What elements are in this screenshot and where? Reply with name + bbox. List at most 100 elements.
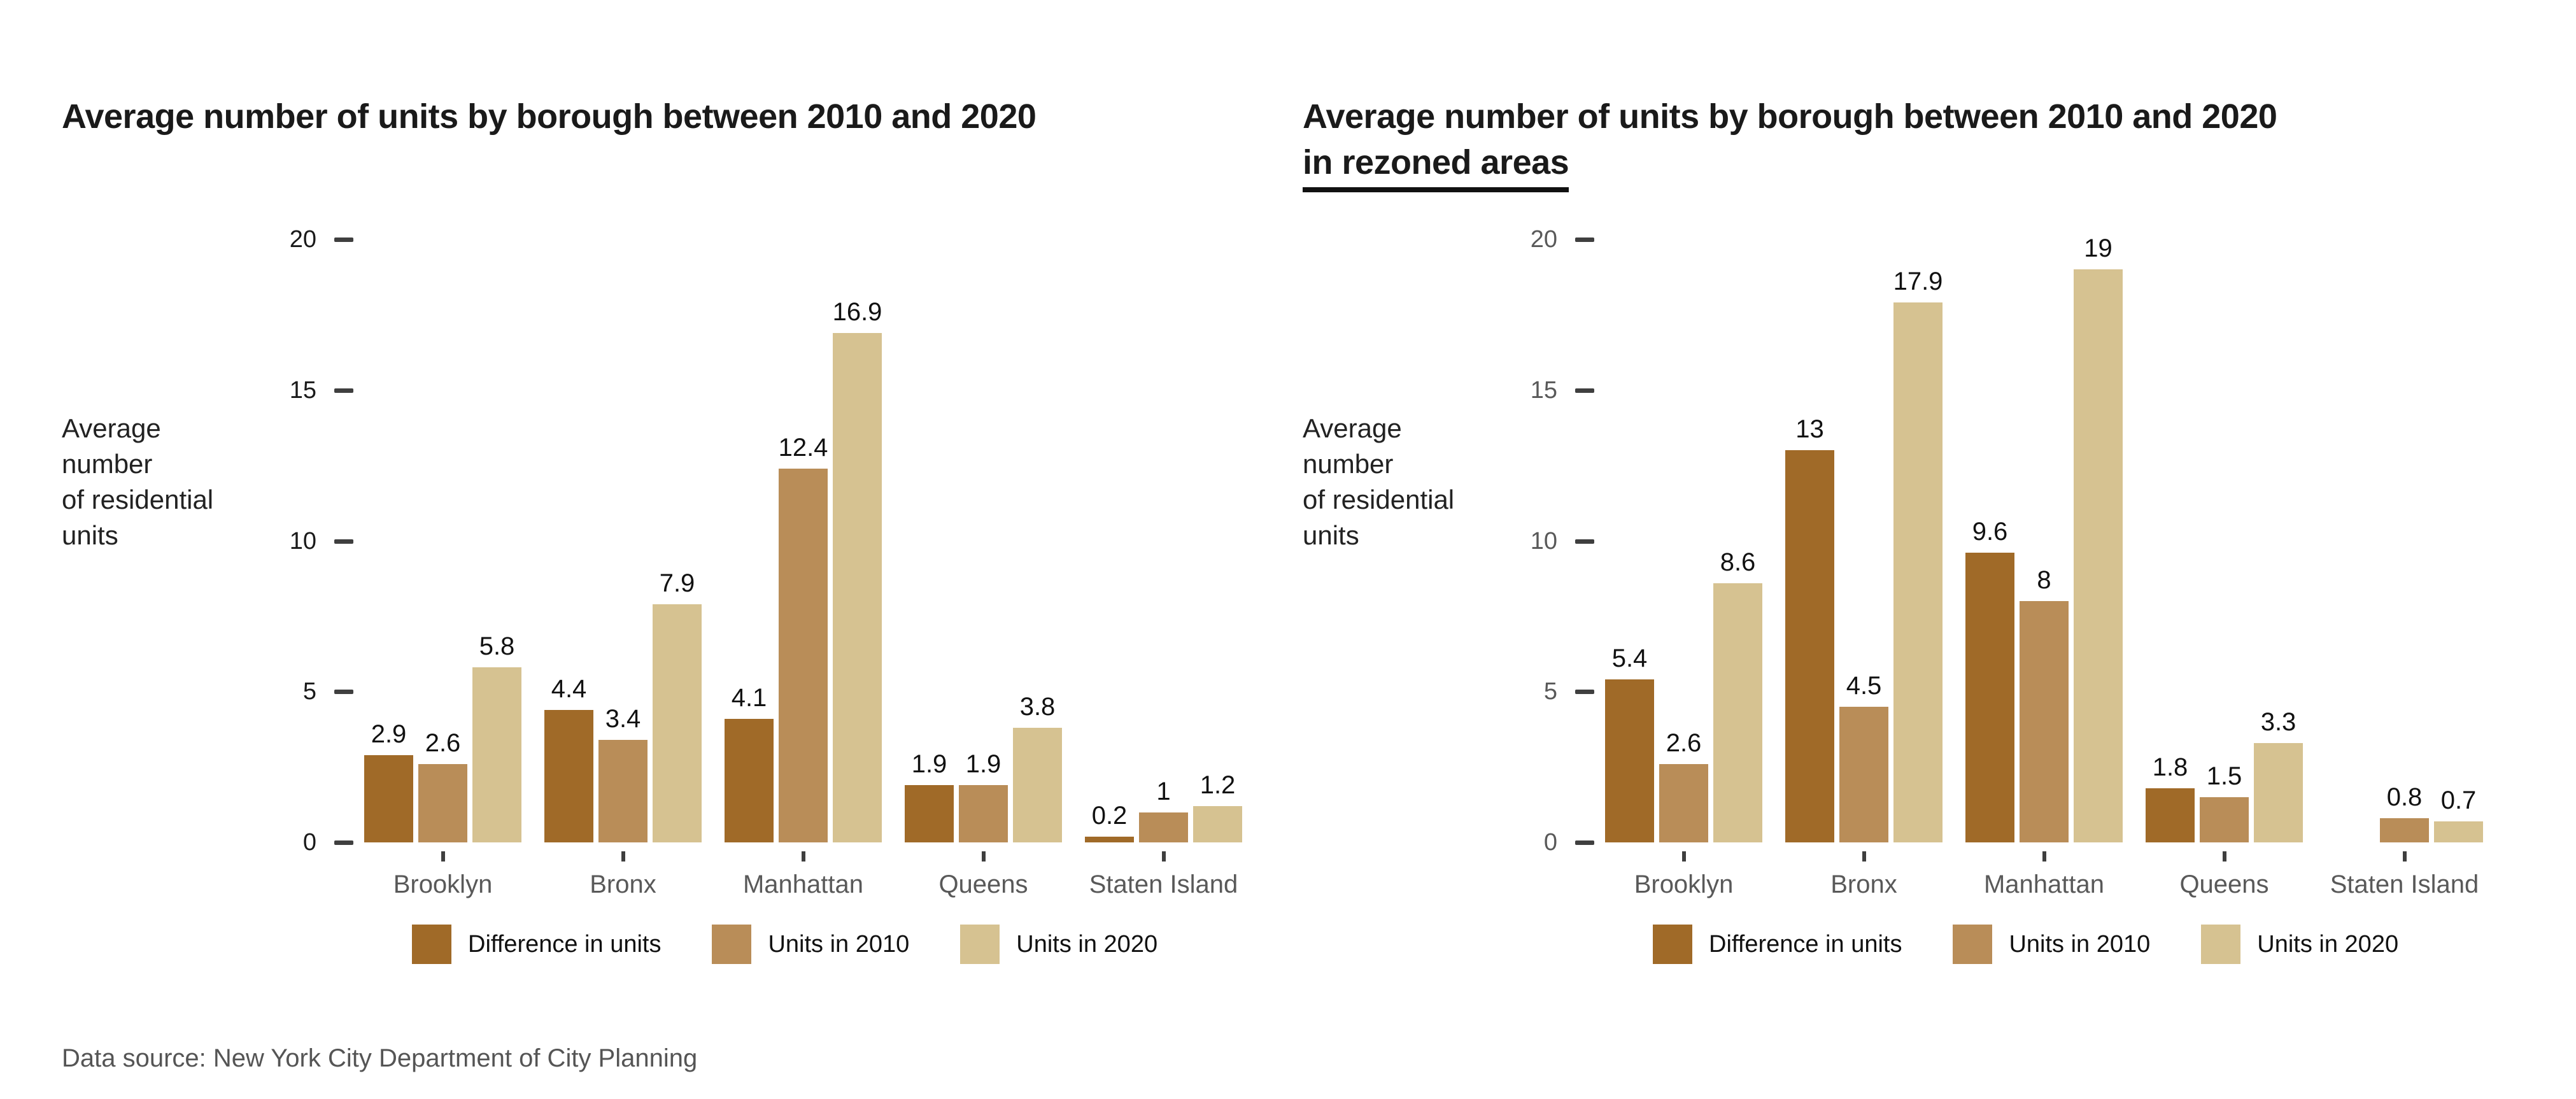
y-tick-mark: [334, 539, 353, 544]
bar-value-label: 3.3: [2260, 708, 2296, 736]
y-axis-label-line: Average: [62, 413, 161, 443]
legend-item-units-2010: Units in 2010: [1953, 925, 2150, 964]
bar: [418, 764, 467, 842]
bar: [2254, 743, 2303, 842]
bar-slot: 9.6: [1965, 239, 2014, 842]
bar-slot: 1.2: [1193, 239, 1242, 842]
chart-title: Average number of units by borough betwe…: [1303, 97, 2277, 136]
legend-swatch-difference: [412, 925, 451, 964]
category-label: Bronx: [1830, 870, 1897, 898]
bar-slot: 8.6: [1713, 239, 1762, 842]
bar-value-label: 3.8: [1019, 693, 1056, 721]
bars-area: 2.9 2.6 5.8 Brooklyn 4.4 3.4 7.9 Bronx 4.1 12.4 16…: [364, 239, 1242, 898]
y-axis-label: Average number of residential units: [62, 411, 253, 553]
category-group: 13 4.5 17.9 Bronx: [1785, 239, 1943, 898]
bar: [2434, 821, 2483, 842]
bar: [1659, 764, 1708, 842]
bar: [2020, 601, 2069, 842]
plot-area: 0 5 10 15 20 2.9 2.6 5.8 Brooklyn 4.4 3.4 7.9 Bronx 4…: [62, 226, 1271, 898]
legend-swatch-units-2020: [960, 925, 1000, 964]
bar: [1139, 812, 1188, 842]
bar-slot: 19: [2074, 234, 2123, 842]
legend-label: Difference in units: [468, 930, 662, 958]
bar: [959, 785, 1008, 842]
y-tick-mark: [334, 840, 353, 845]
bar-value-label: 5.8: [479, 632, 515, 660]
category-group: 1.8 1.5 3.3 Queens: [2146, 239, 2303, 898]
bar: [2380, 818, 2429, 842]
category-group: 1.9 1.9 3.8 Queens: [905, 239, 1062, 898]
y-axis-label-line: units: [1303, 520, 1359, 550]
category-label: Queens: [938, 870, 1028, 898]
category-group: 5.4 2.6 8.6 Brooklyn: [1605, 239, 1762, 898]
chart-title: Average number of units by borough betwe…: [62, 97, 1037, 136]
bar: [1605, 679, 1654, 842]
bar: [472, 667, 521, 842]
bar: [833, 333, 882, 842]
y-axis-label-line: number: [62, 449, 153, 479]
x-axis-tick: [2222, 851, 2226, 861]
category-group: 0.8 0.7 Staten Island: [2326, 239, 2483, 898]
bar-value-label: 13: [1795, 415, 1824, 443]
category-label: Queens: [2179, 870, 2269, 898]
bar-slot: 1.5: [2200, 239, 2249, 842]
bar-slot: 2.9: [364, 239, 413, 842]
category-group: 4.4 3.4 7.9 Bronx: [544, 239, 702, 898]
category-group: 2.9 2.6 5.8 Brooklyn: [364, 239, 521, 898]
bar-slot: 0.2: [1085, 239, 1134, 842]
y-tick-mark: [334, 238, 353, 242]
chart-right: Average number of units by borough betwe…: [1303, 97, 2512, 1071]
bar-slot: 0.8: [2380, 239, 2429, 842]
bar-slot: 16.9: [833, 239, 882, 842]
bar-slot: 7.9: [653, 239, 702, 842]
bars-area: 5.4 2.6 8.6 Brooklyn 13 4.5 17.9 Bronx 9.6 8 19 Man…: [1605, 234, 2483, 898]
y-tick-mark: [1575, 238, 1594, 242]
bar-value-label: 2.6: [1666, 729, 1702, 757]
bar: [905, 785, 954, 842]
bar-value-label: 12.4: [778, 434, 828, 462]
bar-value-label: 8.6: [1720, 548, 1756, 576]
bar-value-label: 3.4: [605, 705, 641, 733]
bar-slot: 13: [1785, 239, 1834, 842]
bar-value-label: 1.9: [965, 750, 1001, 778]
bar-value-label: 9.6: [1972, 518, 2008, 546]
bar-slot: 3.3: [2254, 239, 2303, 842]
bar: [1785, 450, 1834, 842]
category-label: Brooklyn: [393, 870, 493, 898]
category-label: Staten Island: [2330, 870, 2479, 898]
bar-value-label: 1.9: [911, 750, 947, 778]
y-tick-mark: [334, 388, 353, 393]
bar-value-label: 7.9: [659, 569, 695, 597]
bar-slot: 17.9: [1893, 239, 1943, 842]
category-label: Staten Island: [1089, 870, 1238, 898]
y-tick-label: 5: [1543, 678, 1557, 705]
x-axis-tick: [1862, 851, 1866, 861]
bar-value-label: 4.4: [551, 675, 587, 703]
y-tick-label: 5: [302, 678, 316, 705]
legend-label: Units in 2010: [2009, 930, 2151, 958]
chart-left: Average number of units by borough betwe…: [62, 97, 1271, 1071]
category-group: 4.1 12.4 16.9 Manhattan: [725, 239, 882, 898]
bar-slot: 4.1: [725, 239, 774, 842]
x-axis-tick: [441, 851, 445, 861]
y-tick-mark: [1575, 690, 1594, 695]
bar-value-label: 4.1: [731, 684, 767, 712]
y-tick-mark: [1575, 840, 1594, 845]
bar-value-label: 1: [1156, 777, 1171, 805]
y-axis-label-line: number: [1303, 449, 1394, 479]
category-group: 0.2 1 1.2 Staten Island: [1085, 239, 1242, 898]
bar-slot: 4.4: [544, 239, 593, 842]
y-tick-mark: [334, 690, 353, 695]
x-axis-tick: [1681, 851, 1686, 861]
y-tick-label: 0: [302, 829, 316, 856]
category-label: Manhattan: [742, 870, 864, 898]
y-tick-mark: [1575, 388, 1594, 393]
bar: [1013, 728, 1062, 842]
bar-value-label: 2.6: [425, 729, 461, 757]
bar-slot: 5.4: [1605, 239, 1654, 842]
legend-item-units-2020: Units in 2020: [2201, 925, 2398, 964]
bar-slot: 2.6: [418, 239, 467, 842]
bar: [2074, 269, 2123, 842]
legend-swatch-units-2010: [712, 925, 752, 964]
x-axis-tick: [2402, 851, 2407, 861]
